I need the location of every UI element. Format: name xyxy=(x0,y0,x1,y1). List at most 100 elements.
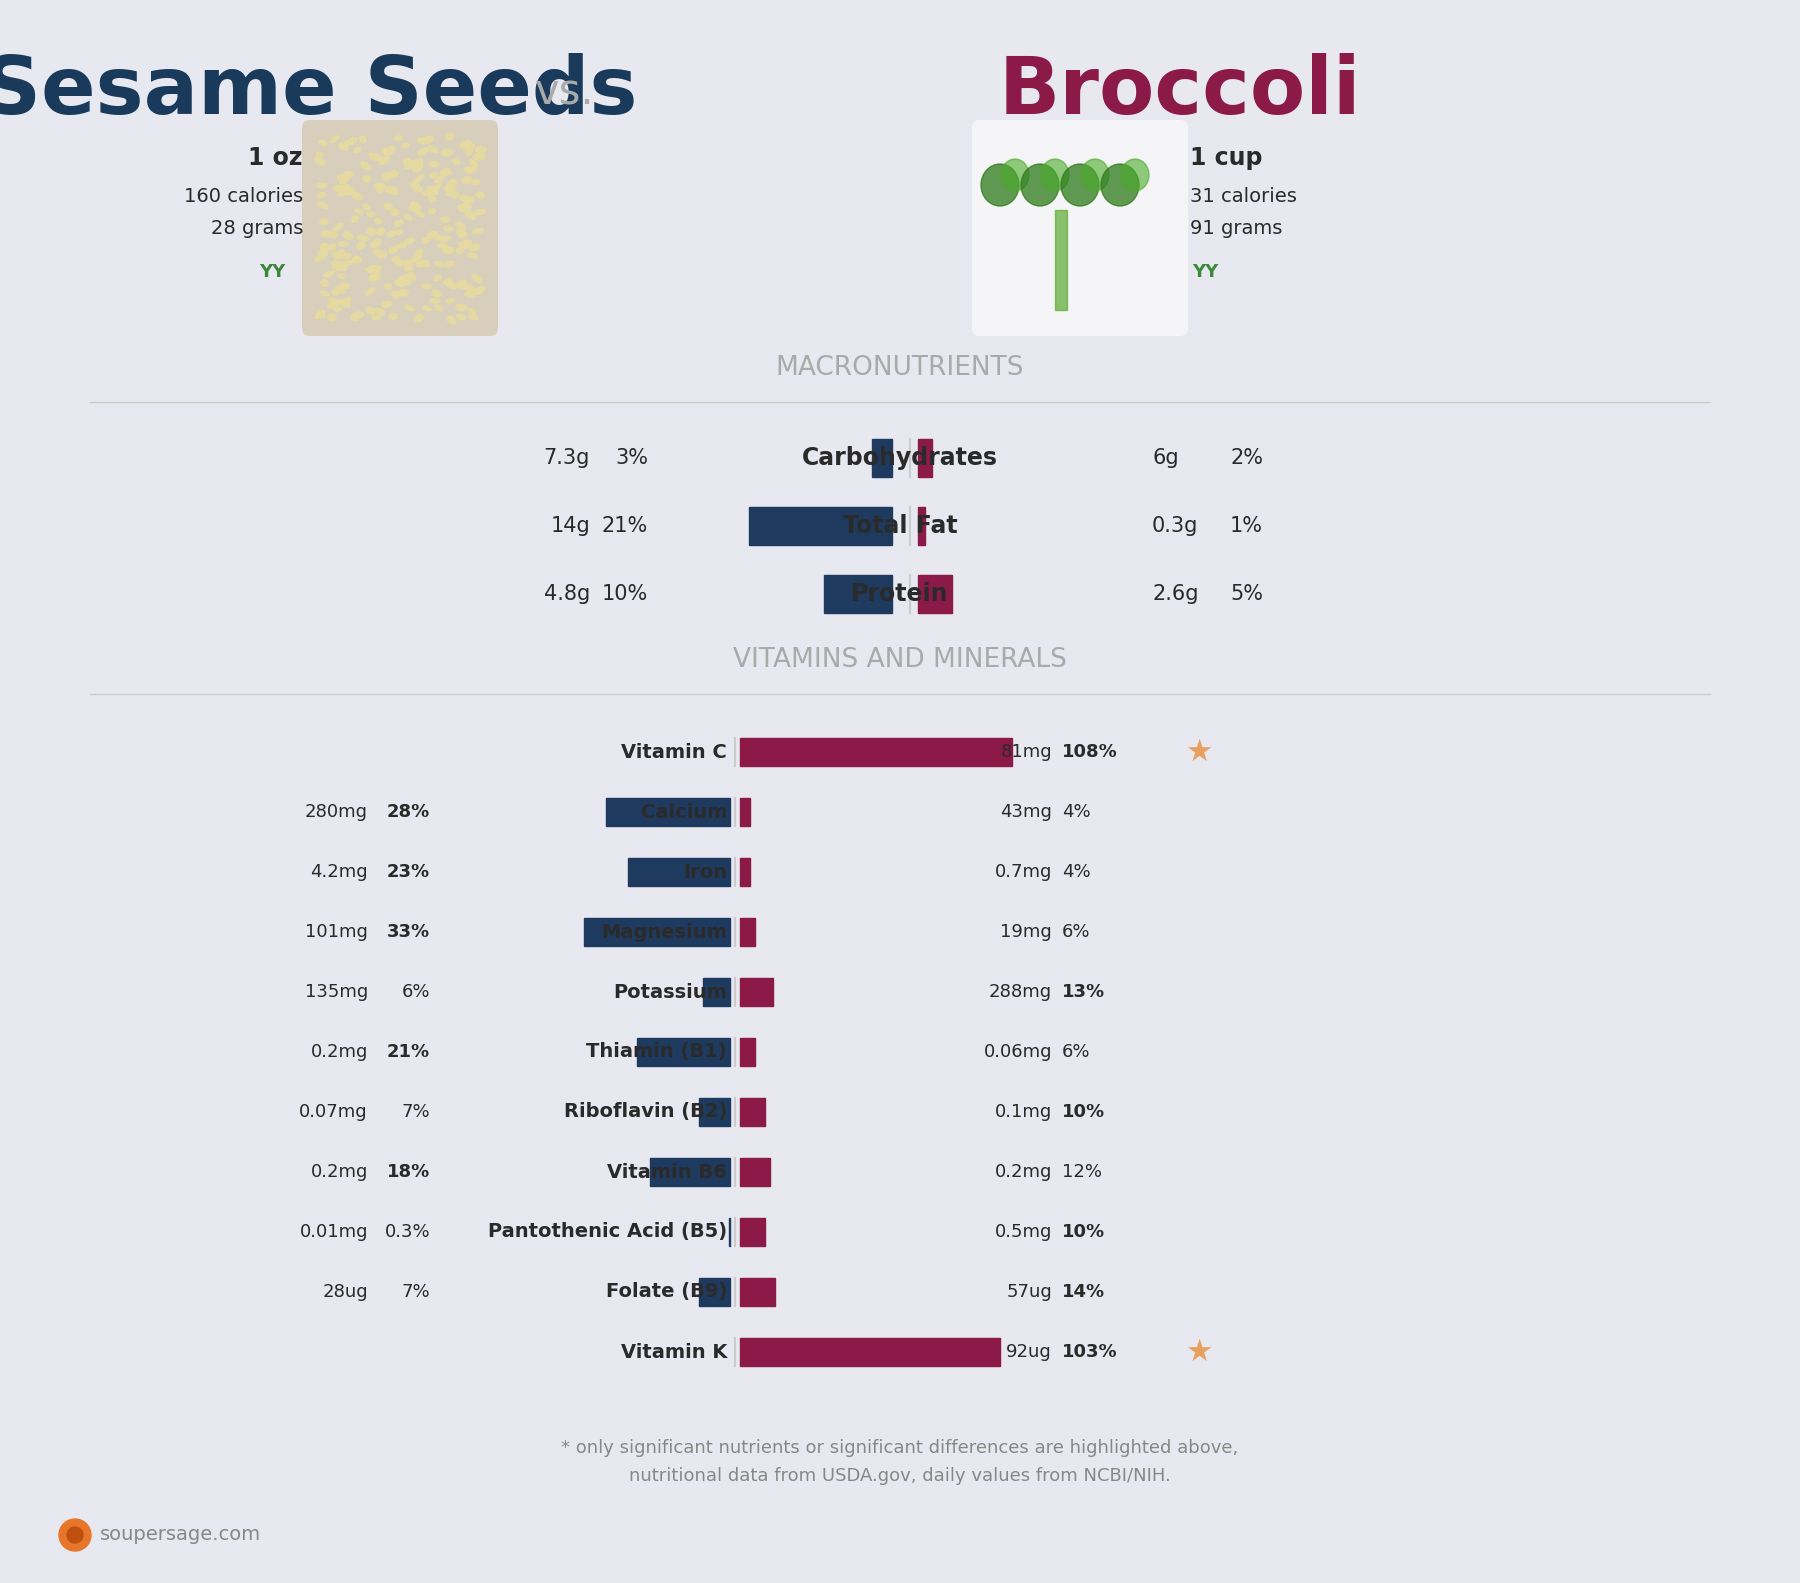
Ellipse shape xyxy=(443,247,454,253)
Ellipse shape xyxy=(340,179,347,184)
Ellipse shape xyxy=(371,266,380,274)
Ellipse shape xyxy=(378,228,385,234)
Ellipse shape xyxy=(468,309,477,315)
Text: 1%: 1% xyxy=(1229,516,1264,537)
Ellipse shape xyxy=(457,206,466,211)
Ellipse shape xyxy=(342,173,353,180)
Text: 7%: 7% xyxy=(401,1103,430,1121)
Ellipse shape xyxy=(367,228,376,234)
Ellipse shape xyxy=(1082,158,1109,192)
Text: 33%: 33% xyxy=(387,923,430,940)
Text: 14g: 14g xyxy=(551,516,590,537)
Ellipse shape xyxy=(401,144,409,147)
Ellipse shape xyxy=(353,256,360,263)
Bar xyxy=(740,1217,765,1246)
Ellipse shape xyxy=(329,298,338,304)
Ellipse shape xyxy=(400,242,407,247)
Ellipse shape xyxy=(428,146,437,152)
Ellipse shape xyxy=(428,161,439,166)
Ellipse shape xyxy=(443,226,454,231)
Bar xyxy=(740,1338,999,1366)
Ellipse shape xyxy=(337,287,346,293)
Ellipse shape xyxy=(394,280,405,287)
Ellipse shape xyxy=(380,157,389,165)
Ellipse shape xyxy=(333,264,342,271)
Text: Magnesium: Magnesium xyxy=(601,923,727,942)
Ellipse shape xyxy=(396,136,403,141)
Text: vs.: vs. xyxy=(535,71,594,112)
Ellipse shape xyxy=(461,204,470,212)
Ellipse shape xyxy=(414,187,421,192)
Ellipse shape xyxy=(461,195,468,201)
Bar xyxy=(607,798,731,826)
Ellipse shape xyxy=(382,301,392,307)
Text: 0.2mg: 0.2mg xyxy=(311,1164,367,1181)
Text: 1 cup: 1 cup xyxy=(1190,146,1262,169)
Ellipse shape xyxy=(337,176,347,182)
Ellipse shape xyxy=(427,231,437,237)
Text: 13%: 13% xyxy=(1062,983,1105,1000)
Ellipse shape xyxy=(425,136,434,142)
Bar xyxy=(740,1099,765,1126)
Ellipse shape xyxy=(405,306,414,310)
Ellipse shape xyxy=(371,274,380,280)
Ellipse shape xyxy=(320,291,329,296)
Ellipse shape xyxy=(398,290,409,296)
Bar xyxy=(740,1277,776,1306)
Ellipse shape xyxy=(353,312,364,318)
Ellipse shape xyxy=(333,223,342,231)
Ellipse shape xyxy=(416,249,423,256)
Ellipse shape xyxy=(349,187,355,193)
Ellipse shape xyxy=(1040,158,1069,192)
Text: 2.6g: 2.6g xyxy=(1152,584,1199,605)
Ellipse shape xyxy=(389,313,398,320)
Text: * only significant nutrients or significant differences are highlighted above,: * only significant nutrients or signific… xyxy=(562,1439,1238,1456)
Bar xyxy=(637,1038,731,1065)
Ellipse shape xyxy=(338,299,351,307)
Ellipse shape xyxy=(331,288,340,296)
Ellipse shape xyxy=(446,282,455,288)
Ellipse shape xyxy=(410,255,421,261)
Bar xyxy=(1055,211,1067,310)
Text: 31 calories: 31 calories xyxy=(1190,187,1296,206)
Ellipse shape xyxy=(430,299,439,302)
Ellipse shape xyxy=(396,230,403,234)
FancyBboxPatch shape xyxy=(972,120,1188,336)
Ellipse shape xyxy=(320,245,328,250)
Ellipse shape xyxy=(427,187,437,195)
Ellipse shape xyxy=(423,306,430,310)
Ellipse shape xyxy=(317,203,328,209)
Ellipse shape xyxy=(441,217,450,222)
Bar xyxy=(704,978,731,1007)
Bar xyxy=(871,438,893,476)
Text: Iron: Iron xyxy=(682,863,727,882)
Ellipse shape xyxy=(455,222,466,230)
Ellipse shape xyxy=(421,237,430,244)
Text: 0.5mg: 0.5mg xyxy=(995,1224,1051,1241)
Text: 43mg: 43mg xyxy=(1001,803,1051,822)
Ellipse shape xyxy=(394,220,403,226)
Ellipse shape xyxy=(439,168,450,177)
Text: 0.07mg: 0.07mg xyxy=(299,1103,367,1121)
Ellipse shape xyxy=(1121,158,1148,192)
Ellipse shape xyxy=(405,160,416,168)
Ellipse shape xyxy=(317,184,328,188)
Ellipse shape xyxy=(396,260,403,266)
Ellipse shape xyxy=(466,285,473,293)
Ellipse shape xyxy=(338,142,347,150)
Ellipse shape xyxy=(455,304,466,310)
Ellipse shape xyxy=(351,315,358,321)
Bar xyxy=(698,1099,731,1126)
Ellipse shape xyxy=(329,136,338,142)
Bar xyxy=(698,1277,731,1306)
Ellipse shape xyxy=(374,184,383,188)
Ellipse shape xyxy=(421,283,430,288)
Ellipse shape xyxy=(360,161,371,169)
Ellipse shape xyxy=(470,315,477,320)
Ellipse shape xyxy=(378,184,385,188)
Text: Carbohydrates: Carbohydrates xyxy=(803,446,997,470)
Text: Broccoli: Broccoli xyxy=(999,52,1361,131)
Text: 0.2mg: 0.2mg xyxy=(311,1043,367,1061)
Text: 92ug: 92ug xyxy=(1006,1342,1051,1361)
Ellipse shape xyxy=(391,209,398,215)
